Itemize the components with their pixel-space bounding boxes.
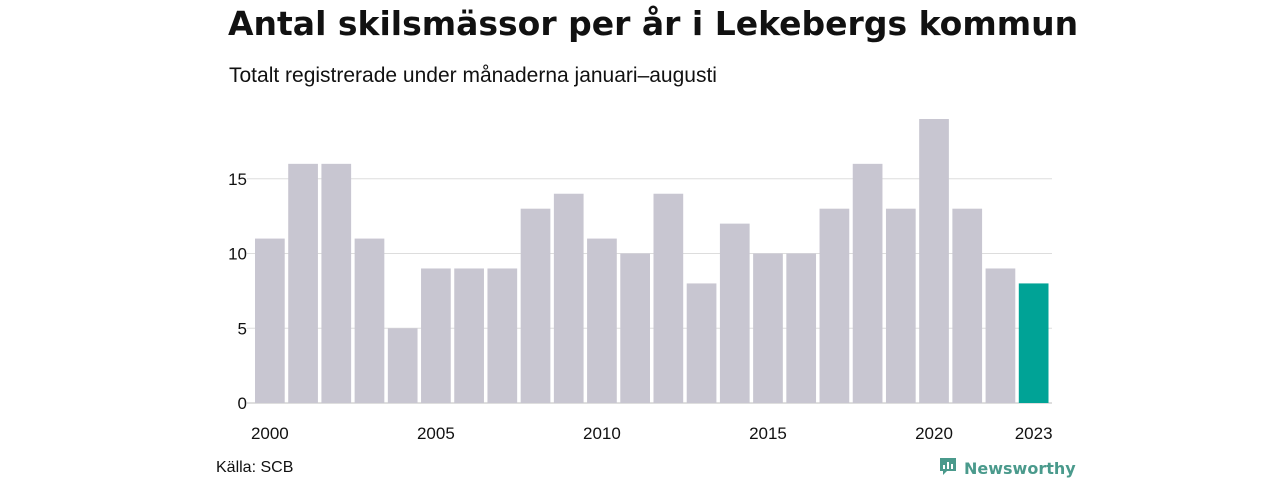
bar-2003 (354, 238, 385, 403)
bar-chart-icon (938, 456, 958, 481)
bar-2006 (454, 268, 484, 403)
bar-2023 (1018, 283, 1049, 403)
x-tick-label: 2010 (583, 424, 621, 443)
x-tick-label: 2005 (417, 424, 455, 443)
bar-2008 (520, 208, 551, 403)
chart-title: Antal skilsmässor per år i Lekebergs kom… (228, 4, 1079, 43)
bar-2018 (852, 163, 883, 403)
bar-2012 (653, 193, 684, 403)
bar-2013 (686, 283, 717, 403)
bar-2007 (487, 268, 518, 403)
x-tick-labels: 2000 2005 2010 2015 2020 2023 (251, 424, 1053, 443)
bar-2001 (288, 163, 318, 403)
x-tick-label: 2000 (251, 424, 289, 443)
y-tick-label: 0 (238, 394, 247, 413)
y-tick-label: 15 (228, 170, 247, 189)
brand-logo: Newsworthy (938, 456, 1076, 481)
bar-2011 (620, 253, 650, 403)
y-tick-labels: 0 5 10 15 (228, 170, 247, 413)
bars (255, 119, 1049, 403)
bar-2009 (553, 193, 584, 403)
bar-2020 (919, 119, 949, 403)
bar-2005 (421, 268, 451, 403)
source-note: Källa: SCB (216, 459, 294, 476)
bar-2002 (321, 163, 352, 403)
bar-2021 (952, 208, 983, 403)
bar-2010 (587, 238, 617, 403)
brand-name: Newsworthy (964, 459, 1076, 478)
bar-2019 (885, 208, 916, 403)
y-tick-label: 10 (228, 245, 247, 264)
chart-subtitle: Totalt registrerade under månaderna janu… (229, 64, 717, 87)
bar-2015 (753, 253, 783, 403)
x-tick-label: 2020 (915, 424, 953, 443)
x-tick-label: 2015 (749, 424, 787, 443)
y-tick-label: 5 (238, 319, 247, 338)
x-tick-label: 2023 (1015, 424, 1053, 443)
bar-2022 (985, 268, 1016, 403)
bar-2014 (719, 223, 750, 403)
bar-2016 (786, 253, 817, 403)
bar-2000 (255, 238, 285, 403)
bar-2004 (387, 328, 418, 403)
bar-2017 (819, 208, 850, 403)
